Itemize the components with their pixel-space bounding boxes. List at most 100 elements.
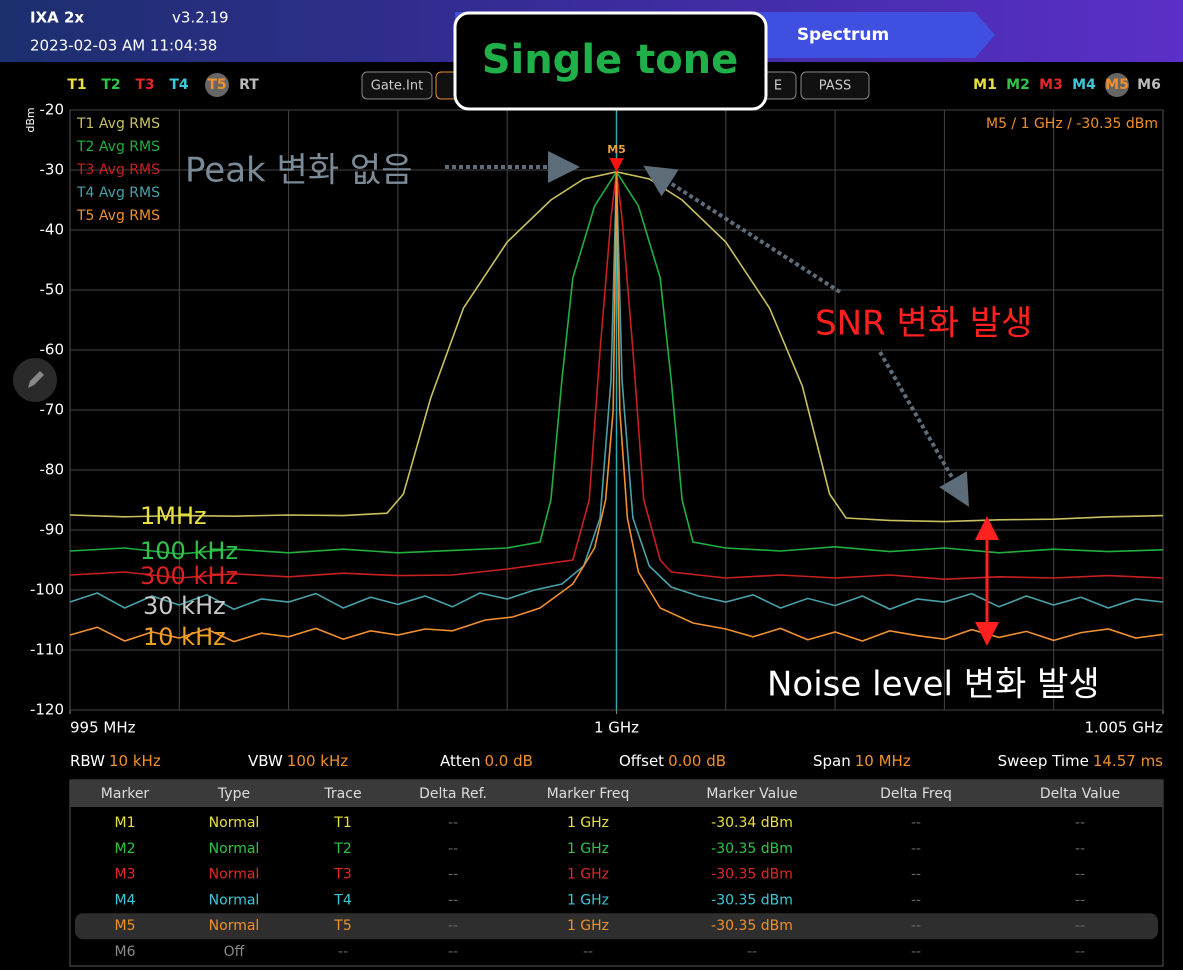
table-cell: T4 [333,892,352,908]
setting-label: Offset [619,752,664,770]
overlay-box [453,11,768,111]
table-cell: -- [1075,867,1085,883]
legend-entry: T4 Avg RMS [76,185,160,201]
trace-tab[interactable]: T4 [169,77,189,93]
button[interactable] [361,71,433,100]
y-tick-label: -80 [40,461,65,479]
legend-entry: T5 Avg RMS [76,208,160,224]
table-cell: -- [1075,815,1085,831]
annotation: 10 kHz [143,623,226,651]
setting-value: 14.57 ms [1093,752,1163,770]
table-cell: -- [448,815,458,831]
legend-entry: T3 Avg RMS [76,162,160,178]
table-cell: -- [1075,892,1085,908]
column-header: Marker [101,786,150,802]
column-header: Trace [323,786,361,802]
table-cell: -- [747,944,757,960]
y-tick-label: -70 [40,401,65,419]
table-cell: -- [1075,918,1085,934]
table-cell: -- [911,944,921,960]
column-header: Marker Freq [547,786,630,802]
table-cell: T1 [333,815,351,831]
trace-tab[interactable]: T2 [101,77,120,93]
annotation: SNR 변화 발생 [815,304,1032,344]
table-cell: M4 [115,892,136,908]
table-cell: Normal [209,867,260,883]
table-cell: T5 [333,918,351,934]
column-header: Type [217,786,250,802]
y-tick-label: -100 [30,581,64,599]
table-cell: M5 [115,918,136,934]
setting-value: 10 kHz [109,752,161,770]
marker-tab[interactable]: M1 [973,77,997,93]
column-header: Marker Value [706,786,797,802]
x-tick-label: 1 GHz [594,719,639,737]
x-tick-label: 1.005 GHz [1085,719,1164,737]
trace-tab[interactable]: T1 [67,77,86,93]
table-cell: -- [448,944,458,960]
annotation: 1MHz [140,502,207,530]
trace-tab[interactable]: T3 [135,77,154,93]
y-tick-label: -40 [40,221,65,239]
y-tick-label: -60 [40,341,65,359]
column-header: Delta Freq [880,786,952,802]
marker-tab[interactable]: M6 [1137,77,1161,93]
setting: Span 10 MHz [813,752,911,770]
marker-tab[interactable]: M2 [1006,77,1030,93]
tab-highlight [1105,73,1129,97]
marker-tab[interactable]: M4 [1072,77,1096,93]
tab-label[interactable]: Spectrum [797,25,889,45]
table-cell: 1 GHz [567,892,609,908]
setting-value: 10 MHz [855,752,911,770]
edit-icon [28,371,44,388]
annotation: 300 kHz [140,562,238,590]
annotation: Peak 변화 없음 [185,151,412,191]
row-highlight[interactable] [75,913,1158,940]
annotation: Noise level 변화 발생 [767,665,1100,705]
snr-arrow [643,165,842,294]
column-header: Delta Ref. [419,786,487,802]
legend-entry: T2 Avg RMS [76,139,160,155]
button-label[interactable]: PASS [819,79,851,94]
y-unit: dBm [24,107,37,132]
marker-tab[interactable]: M5 [1105,77,1129,93]
setting: RBW 10 kHz [70,752,161,770]
table-cell: Normal [209,918,260,934]
table-cell: -30.35 dBm [711,867,793,883]
button[interactable] [800,71,870,100]
marker-triangle [609,158,624,173]
setting-label: VBW [248,752,283,770]
table-cell: -30.34 dBm [711,815,793,831]
table-cell: 1 GHz [567,867,609,883]
device-name: IXA 2x [30,9,84,27]
table-cell: -30.35 dBm [711,892,793,908]
chart: -20 -30 -40 -50 -60 -70 -80 -90 -100 -110 -120 dBm 9… [24,101,1164,737]
table-cell: -- [338,944,348,960]
table-cell: -- [911,918,921,934]
y-tick-label: -20 [40,101,65,119]
trace-tab[interactable]: T5 [207,77,226,93]
trace-tab[interactable]: RT [239,77,259,93]
table-cell: T2 [333,841,351,857]
table-cell: M1 [115,815,136,831]
legend-entry: T1 Avg RMS [76,116,160,132]
setting-value: 100 kHz [287,752,348,770]
table-cell: -- [1075,944,1085,960]
y-tick-label: -90 [40,521,65,539]
table-cell: -- [911,892,921,908]
y-tick-label: -50 [40,281,65,299]
table-cell: -- [583,944,593,960]
setting: Offset 0.00 dB [619,752,726,770]
table-cell: 1 GHz [567,841,609,857]
setting-label: Span [813,752,851,770]
table-cell: -30.35 dBm [711,841,793,857]
marker-tab[interactable]: M3 [1039,77,1063,93]
y-tick-label: -110 [30,641,64,659]
datetime: 2023-02-03 AM 11:04:38 [30,37,217,55]
y-tick-label: -120 [30,701,64,719]
button-label[interactable]: E [774,79,782,94]
table-cell: -- [448,867,458,883]
table-cell: -- [448,892,458,908]
button-label[interactable]: Gate.Int [371,79,423,94]
trace-line [69,171,1164,581]
